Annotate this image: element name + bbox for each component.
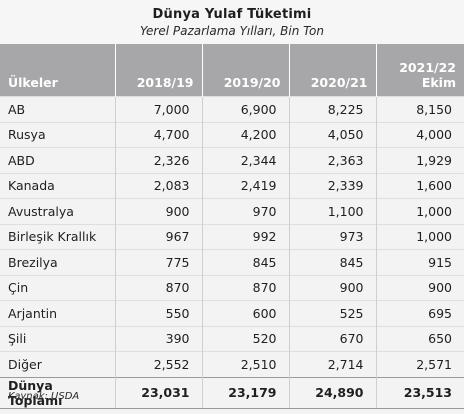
table-row: Çin 870 870 900 900 [0, 274, 464, 301]
total-2018-19: 23,031 [114, 376, 202, 409]
country-cell: Çin [0, 274, 115, 301]
table-row: AB 7,000 6,900 8,225 8,150 [0, 96, 464, 122]
title-block: Dünya Yulaf Tüketimi Yerel Pazarlama Yıl… [0, 0, 464, 44]
value-cell: 2,326 [114, 147, 202, 173]
value-cell: 1,100 [288, 198, 376, 224]
country-cell: Rusya [0, 121, 115, 148]
header-2021-22: 2021/22 Ekim [375, 44, 464, 97]
table-row: Şili 390 520 670 650 [0, 325, 464, 352]
value-cell: 650 [375, 325, 464, 352]
value-cell: 973 [288, 223, 376, 250]
value-cell: 2,510 [201, 351, 289, 377]
total-2019-20: 23,179 [201, 376, 289, 409]
country-cell: Kanada [0, 172, 115, 199]
country-cell: ABD [0, 147, 115, 173]
value-cell: 992 [201, 223, 289, 250]
table-row: Kanada 2,083 2,419 2,339 1,600 [0, 172, 464, 199]
value-cell: 2,571 [375, 351, 464, 377]
table-row: Avustralya 900 970 1,100 1,000 [0, 198, 464, 224]
value-cell: 900 [288, 274, 376, 301]
total-2021-22: 23,513 [375, 376, 464, 409]
value-cell: 1,000 [375, 223, 464, 250]
value-cell: 845 [288, 249, 376, 275]
value-cell: 1,600 [375, 172, 464, 199]
source-note: Kaynak: USDA [8, 391, 80, 402]
value-cell: 670 [288, 325, 376, 352]
table-row-total: Dünya Toplamı 23,031 23,179 24,890 23,51… [0, 376, 464, 409]
value-cell: 870 [201, 274, 289, 301]
value-cell: 6,900 [201, 96, 289, 122]
value-cell: 2,419 [201, 172, 289, 199]
value-cell: 870 [114, 274, 202, 301]
value-cell: 970 [201, 198, 289, 224]
header-countries: Ülkeler [0, 44, 115, 97]
header-2018-19: 2018/19 [114, 44, 202, 97]
total-2020-21: 24,890 [288, 376, 376, 409]
table-row: Brezilya 775 845 845 915 [0, 249, 464, 275]
country-cell: AB [0, 96, 115, 122]
country-cell: Şili [0, 325, 115, 352]
value-cell: 900 [114, 198, 202, 224]
value-cell: 7,000 [114, 96, 202, 122]
value-cell: 600 [201, 300, 289, 326]
value-cell: 4,000 [375, 121, 464, 148]
header-row: Ülkeler 2018/19 2019/20 2020/21 2021/22 … [0, 44, 464, 97]
table-row: Birleşik Krallık 967 992 973 1,000 [0, 223, 464, 250]
value-cell: 4,700 [114, 121, 202, 148]
value-cell: 2,339 [288, 172, 376, 199]
country-cell: Arjantin [0, 300, 115, 326]
value-cell: 4,200 [201, 121, 289, 148]
table-subtitle: Yerel Pazarlama Yılları, Bin Ton [140, 24, 324, 38]
header-2020-21: 2020/21 [288, 44, 376, 97]
consumption-table: Ülkeler 2018/19 2019/20 2020/21 2021/22 … [0, 44, 464, 409]
value-cell: 4,050 [288, 121, 376, 148]
table-row: Diğer 2,552 2,510 2,714 2,571 [0, 351, 464, 377]
table-row: Arjantin 550 600 525 695 [0, 300, 464, 326]
value-cell: 967 [114, 223, 202, 250]
value-cell: 915 [375, 249, 464, 275]
country-cell: Diğer [0, 351, 115, 377]
country-cell: Brezilya [0, 249, 115, 275]
value-cell: 2,552 [114, 351, 202, 377]
value-cell: 520 [201, 325, 289, 352]
value-cell: 390 [114, 325, 202, 352]
value-cell: 1,000 [375, 198, 464, 224]
value-cell: 695 [375, 300, 464, 326]
value-cell: 775 [114, 249, 202, 275]
table-row: Rusya 4,700 4,200 4,050 4,000 [0, 121, 464, 148]
value-cell: 845 [201, 249, 289, 275]
value-cell: 900 [375, 274, 464, 301]
table-row: ABD 2,326 2,344 2,363 1,929 [0, 147, 464, 173]
value-cell: 2,083 [114, 172, 202, 199]
value-cell: 2,363 [288, 147, 376, 173]
value-cell: 2,714 [288, 351, 376, 377]
value-cell: 8,150 [375, 96, 464, 122]
country-cell: Birleşik Krallık [0, 223, 115, 250]
table-title: Dünya Yulaf Tüketimi [152, 7, 312, 22]
country-cell: Avustralya [0, 198, 115, 224]
value-cell: 1,929 [375, 147, 464, 173]
value-cell: 2,344 [201, 147, 289, 173]
value-cell: 550 [114, 300, 202, 326]
value-cell: 8,225 [288, 96, 376, 122]
total-label: Dünya Toplamı [0, 376, 115, 409]
header-2019-20: 2019/20 [201, 44, 289, 97]
value-cell: 525 [288, 300, 376, 326]
